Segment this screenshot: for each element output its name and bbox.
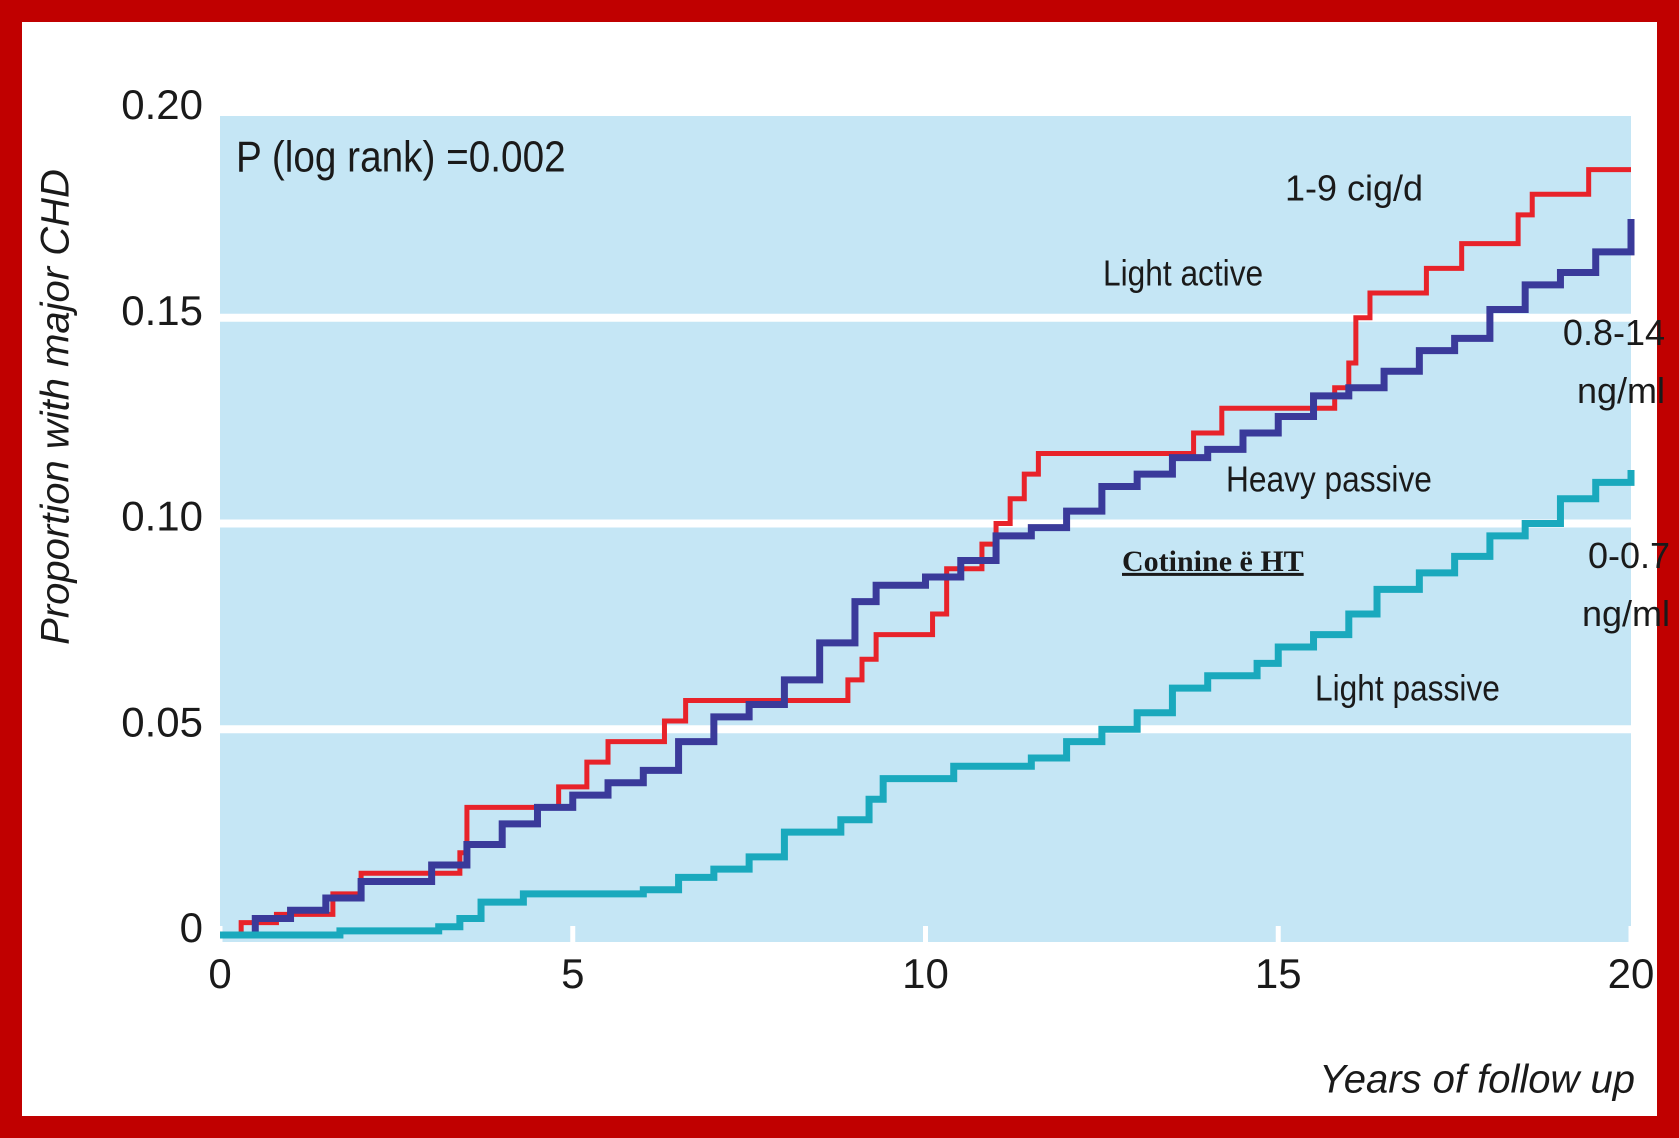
lines bbox=[220, 167, 1635, 939]
y-tick-label: 0.10 bbox=[121, 493, 203, 540]
annotation-line: ng/ml bbox=[1582, 593, 1670, 634]
annotation: Cotinine ë HT bbox=[1122, 545, 1304, 578]
series-label: Light active bbox=[1103, 254, 1263, 294]
x-tick-label: 5 bbox=[561, 950, 584, 997]
x-tick-label: 10 bbox=[902, 950, 949, 997]
series-line bbox=[220, 470, 1635, 939]
series-line bbox=[220, 218, 1635, 939]
x-tick-label: 15 bbox=[1255, 950, 1302, 997]
annotation-line: ng/ml bbox=[1577, 370, 1665, 411]
x-tick-label: 0 bbox=[208, 950, 231, 997]
series-label: Light passive bbox=[1315, 669, 1500, 709]
annotation: 0-0.7 ng/ml bbox=[1582, 535, 1670, 634]
series-label: Heavy passive bbox=[1226, 460, 1432, 500]
y-axis-title: Proportion with major CHD bbox=[34, 169, 78, 645]
annotation: 0.8-14 ng/ml bbox=[1563, 312, 1665, 411]
y-tick-label: 0.05 bbox=[121, 698, 203, 745]
y-tick-label: 0.15 bbox=[121, 287, 203, 334]
x-tick-label: 20 bbox=[1608, 950, 1655, 997]
annotation-line: 0-0.7 bbox=[1588, 535, 1670, 576]
y-tick-label: 0.20 bbox=[121, 81, 203, 128]
labels: 0 0.05 0.10 0.15 0.20 0 5 10 15 20 Light active Hea… bbox=[121, 81, 1670, 997]
annotation-line: 0.8-14 bbox=[1563, 312, 1665, 353]
annotation: P (log rank) =0.002 bbox=[236, 131, 566, 181]
y-tick-label: 0 bbox=[180, 904, 203, 951]
grid bbox=[217, 108, 1634, 942]
annotation: 1-9 cig/d bbox=[1285, 168, 1423, 209]
x-axis-title: Years of follow up bbox=[1319, 1058, 1635, 1102]
